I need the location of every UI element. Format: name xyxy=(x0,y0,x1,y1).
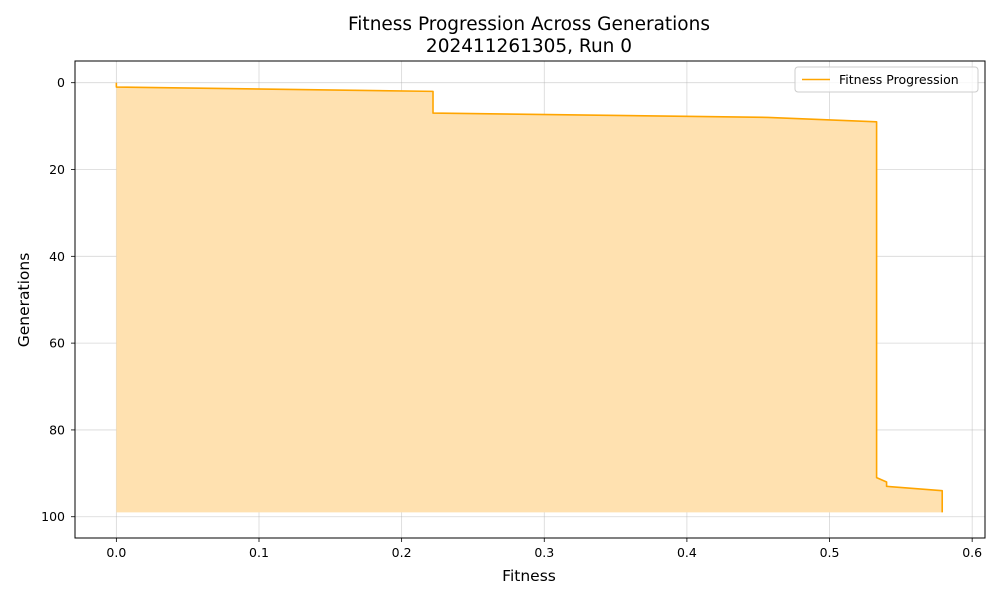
y-tick-label: 40 xyxy=(49,249,65,264)
y-tick-label: 80 xyxy=(49,422,65,437)
x-tick-label: 0.3 xyxy=(534,545,554,560)
fitness-area-fill xyxy=(116,82,943,513)
legend-box xyxy=(794,66,979,93)
y-tick-label: 100 xyxy=(41,509,65,524)
y-tick-label: 20 xyxy=(49,162,65,177)
legend: Fitness Progression xyxy=(794,66,979,93)
y-axis: 0 20 40 60 80 100 xyxy=(41,75,75,524)
x-tick-label: 0.6 xyxy=(962,545,982,560)
x-axis-label: Fitness xyxy=(502,567,556,585)
legend-label: Fitness Progression xyxy=(839,72,959,87)
x-tick-label: 0.5 xyxy=(820,545,840,560)
x-axis: 0.0 0.1 0.2 0.3 0.4 0.5 0.6 xyxy=(106,538,982,560)
y-tick-label: 60 xyxy=(49,336,65,351)
fitness-line xyxy=(115,82,944,513)
chart-title: Fitness Progression Across Generations xyxy=(348,14,710,35)
y-tick-label: 0 xyxy=(57,75,65,90)
plot-frame xyxy=(74,60,986,539)
chart-subtitle: 202411261305, Run 0 xyxy=(426,36,632,57)
x-tick-label: 0.4 xyxy=(677,545,697,560)
x-tick-label: 0.2 xyxy=(392,545,412,560)
x-tick-label: 0.1 xyxy=(249,545,269,560)
plot-area xyxy=(115,82,944,513)
x-tick-label: 0.0 xyxy=(106,545,126,560)
y-axis-label: Generations xyxy=(15,253,33,348)
